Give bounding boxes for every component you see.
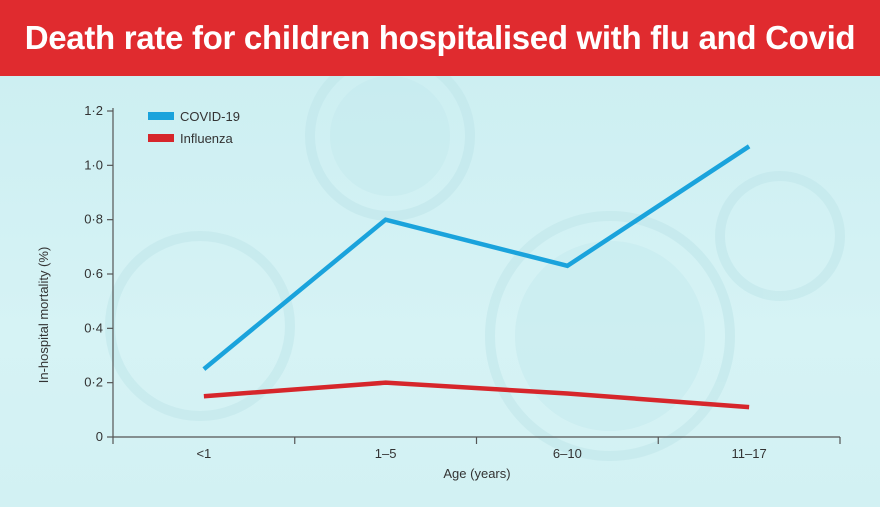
y-axis-title: In-hospital mortality (%) xyxy=(36,247,51,384)
x-tick-label: 6–10 xyxy=(553,446,582,461)
legend-swatch xyxy=(148,112,174,120)
x-tick-label: 11–17 xyxy=(732,446,767,461)
virus-shape xyxy=(485,211,735,461)
series-lines xyxy=(202,144,751,410)
x-tick-label: 1–5 xyxy=(375,446,397,461)
x-axis-title: Age (years) xyxy=(443,466,510,481)
y-tick-label: 0·2 xyxy=(84,375,103,390)
y-ticks: 0 0·2 0·4 0·6 0·8 1·0 1·2 xyxy=(84,103,113,444)
virus-background-decoration xyxy=(105,76,845,461)
legend-label: COVID-19 xyxy=(180,109,240,124)
x-ticks: <1 1–5 6–10 11–17 xyxy=(112,437,841,461)
legend-label: Influenza xyxy=(180,131,234,146)
y-tick-label: 1·2 xyxy=(84,103,103,118)
y-tick-label: 0·6 xyxy=(84,266,103,281)
virus-shape xyxy=(330,76,450,196)
x-tick-label: <1 xyxy=(196,446,211,461)
y-tick-label: 0 xyxy=(96,429,103,444)
title-banner: Death rate for children hospitalised wit… xyxy=(0,0,880,76)
legend-swatch xyxy=(148,134,174,142)
virus-shape xyxy=(105,231,295,421)
y-tick-label: 0·4 xyxy=(84,320,103,335)
virus-shape xyxy=(515,241,705,431)
line-chart: 0 0·2 0·4 0·6 0·8 1·0 1·2 <1 1–5 6–10 11–17 In-ho… xyxy=(36,103,841,481)
y-tick-label: 1·0 xyxy=(84,157,103,172)
chart-title: Death rate for children hospitalised wit… xyxy=(24,19,856,56)
plot-background xyxy=(0,76,880,507)
series-line-covid-19 xyxy=(202,144,751,371)
virus-shape xyxy=(305,76,475,221)
series-line-influenza xyxy=(203,380,750,410)
virus-shape xyxy=(715,171,845,301)
y-tick-label: 0·8 xyxy=(84,212,103,227)
legend: COVID-19 Influenza xyxy=(148,109,240,146)
